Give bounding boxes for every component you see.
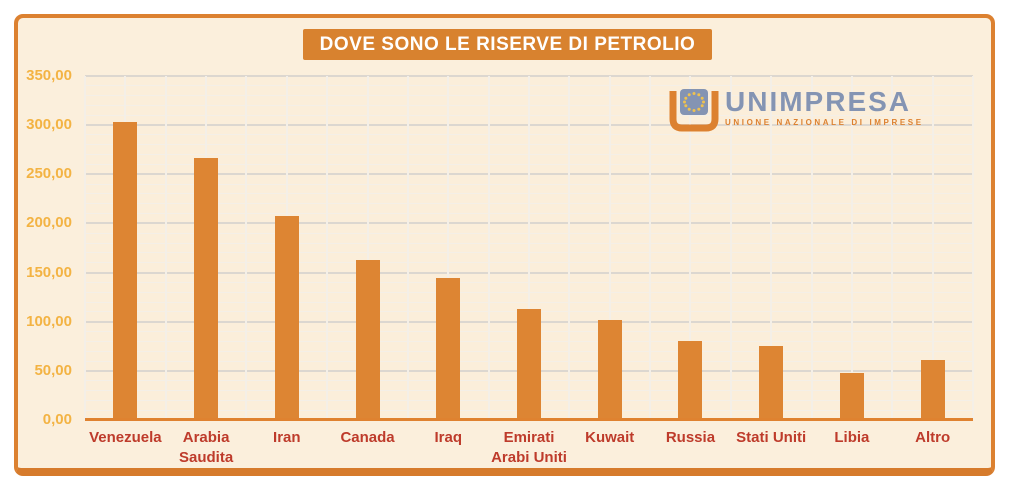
x-category-label: Altro	[915, 429, 951, 446]
bar-venezuela	[113, 122, 138, 420]
gridline-vertical	[84, 76, 86, 420]
gridline-vertical	[487, 76, 490, 420]
logo-name: UNIMPRESA	[725, 86, 912, 117]
logo-tagline: UNIONE NAZIONALE DI IMPRESE	[725, 118, 924, 127]
gridline-major	[85, 222, 973, 225]
x-category-label: Venezuela	[89, 429, 162, 446]
x-category-label: Iraq	[434, 429, 463, 446]
gridline-vertical	[649, 76, 652, 420]
gridline-minor	[85, 281, 973, 283]
x-category-label: Canada	[340, 429, 395, 446]
gridline-major	[85, 271, 973, 274]
x-axis-line	[85, 418, 973, 421]
gridline-minor	[85, 203, 973, 205]
y-tick-label: 50,00	[34, 361, 72, 379]
bar-russia	[678, 341, 703, 420]
gridline-minor	[85, 144, 973, 146]
y-tick-label: 250,00	[26, 165, 72, 183]
y-tick-label: 300,00	[26, 116, 72, 134]
y-tick-label: 100,00	[26, 312, 72, 330]
gridline-major	[85, 173, 973, 176]
gridline-vertical	[406, 76, 409, 420]
gridline-vertical	[568, 76, 571, 420]
gridline-vertical	[245, 76, 248, 420]
x-category-label: Kuwait	[585, 429, 635, 446]
gridline-vertical	[326, 76, 329, 420]
gridline-minor	[85, 262, 973, 264]
bar-libia	[839, 372, 864, 420]
bar-canada	[355, 259, 380, 420]
gridline-minor	[85, 291, 973, 293]
x-category-label: Stati Uniti	[736, 429, 807, 446]
gridline-minor	[85, 242, 973, 244]
gridline-minor	[85, 252, 973, 254]
gridline-minor	[85, 193, 973, 195]
unimpresa-logo: UNIMPRESA UNIONE NAZIONALE DI IMPRESE	[668, 87, 924, 138]
y-axis-labels: 0,00 50,00 100,00 150,00 200,00 250,00 300,00 3…	[14, 67, 72, 428]
bar-iraq	[436, 277, 461, 420]
bar-arabia-saudita	[194, 157, 219, 420]
y-tick-label: 350,00	[26, 67, 72, 84]
bar-emirati-arabi-uniti	[517, 308, 541, 420]
eu-flag-in-orange-u-icon	[668, 87, 720, 138]
bar-altro	[920, 360, 945, 420]
x-category-label: Emirati Arabi Uniti	[491, 429, 567, 467]
bar-stati-uniti	[759, 346, 784, 420]
gridline-vertical	[164, 76, 167, 420]
y-tick-label: 200,00	[26, 214, 72, 232]
gridline-minor	[85, 301, 973, 303]
logo-text: UNIMPRESA UNIONE NAZIONALE DI IMPRESE	[725, 86, 924, 128]
gridline-major	[85, 75, 973, 77]
bar-iran	[274, 215, 299, 420]
gridline-minor	[85, 163, 973, 165]
x-category-label: Iran	[273, 429, 301, 446]
x-category-label: Russia	[665, 429, 716, 446]
x-category-label: Arabia Saudita	[178, 429, 234, 467]
gridline-minor	[85, 183, 973, 185]
chart-title: DOVE SONO LE RISERVE DI PETROLIO	[319, 33, 696, 55]
gridline-minor	[85, 154, 973, 156]
gridline-minor	[85, 232, 973, 234]
y-tick-label: 0,00	[42, 411, 72, 428]
gridline-minor	[85, 213, 973, 215]
y-tick-label: 150,00	[26, 263, 72, 281]
bar-kuwait	[597, 319, 622, 420]
x-category-label: Libia	[834, 429, 870, 446]
chart-title-banner: DOVE SONO LE RISERVE DI PETROLIO	[303, 29, 712, 60]
